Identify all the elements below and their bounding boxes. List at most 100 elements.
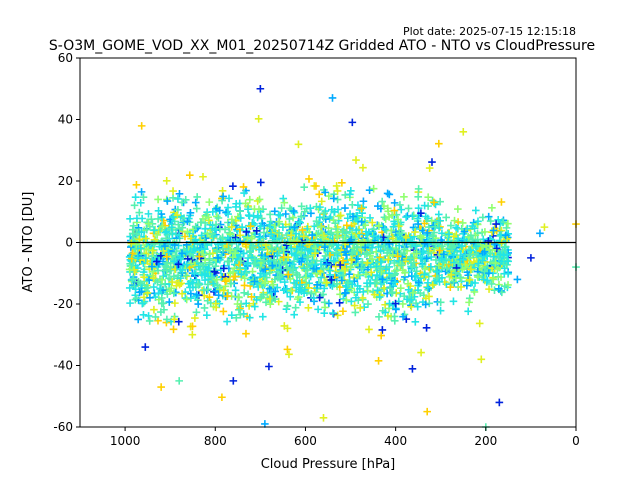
data-point <box>348 248 356 257</box>
data-point <box>376 264 384 273</box>
data-point <box>192 308 201 317</box>
data-point <box>474 273 482 281</box>
data-point <box>496 250 505 259</box>
data-point <box>352 226 361 234</box>
data-point <box>396 284 405 292</box>
data-point <box>356 304 365 312</box>
data-point <box>483 276 492 285</box>
data-point <box>374 243 383 251</box>
data-point <box>411 228 419 236</box>
data-point <box>183 272 191 281</box>
y-tick-label: -20 <box>53 297 73 311</box>
data-point <box>503 250 512 259</box>
data-point <box>147 215 156 224</box>
data-point <box>324 265 333 274</box>
data-point <box>175 377 183 385</box>
data-point <box>162 234 170 243</box>
data-point <box>311 288 320 296</box>
data-point <box>472 242 480 251</box>
data-point <box>471 279 479 287</box>
data-point <box>233 300 242 308</box>
data-point <box>347 255 356 264</box>
data-point <box>335 298 344 307</box>
data-point <box>284 270 292 279</box>
data-point <box>414 185 423 193</box>
data-point <box>393 252 402 261</box>
data-point <box>125 265 134 274</box>
data-point <box>265 268 274 277</box>
data-point <box>300 289 308 298</box>
data-point <box>361 243 369 252</box>
data-point <box>299 232 308 241</box>
data-point <box>166 240 174 248</box>
data-point <box>336 211 345 220</box>
data-point <box>272 259 281 267</box>
data-point <box>414 220 423 228</box>
data-point <box>227 223 236 231</box>
y-tick-label: 40 <box>58 113 73 127</box>
data-point <box>297 212 306 221</box>
data-point <box>316 213 324 222</box>
data-point <box>226 269 235 277</box>
data-point <box>366 214 374 222</box>
data-point <box>137 228 146 236</box>
data-point <box>536 229 544 238</box>
data-point <box>283 263 291 272</box>
data-point <box>256 263 264 271</box>
data-point <box>209 249 217 258</box>
data-point <box>480 267 489 276</box>
data-point <box>427 262 435 271</box>
data-point <box>480 247 489 256</box>
data-point <box>188 322 197 331</box>
data-point <box>357 264 366 273</box>
data-point <box>229 182 237 190</box>
data-point <box>144 312 153 320</box>
data-point <box>183 247 191 256</box>
data-point <box>218 393 226 402</box>
data-point <box>265 284 274 293</box>
data-point <box>250 277 259 286</box>
data-point <box>262 273 271 282</box>
data-point <box>144 210 153 218</box>
data-point <box>240 289 248 297</box>
data-point <box>290 310 298 319</box>
data-point <box>256 84 265 93</box>
data-point <box>162 227 171 236</box>
data-point <box>460 227 469 236</box>
data-point <box>244 211 253 220</box>
data-point <box>390 312 399 321</box>
data-point <box>414 278 423 287</box>
data-point <box>378 197 386 206</box>
data-point <box>168 278 177 286</box>
data-point <box>131 193 140 202</box>
data-point <box>411 271 420 280</box>
data-point <box>411 318 420 326</box>
data-point <box>354 217 362 225</box>
data-point <box>350 301 359 310</box>
data-point <box>310 222 319 231</box>
data-point <box>214 214 223 222</box>
data-point <box>378 275 387 283</box>
data-point <box>396 201 404 209</box>
data-point <box>269 280 277 289</box>
data-point <box>189 283 197 292</box>
data-point <box>226 246 235 255</box>
data-point <box>140 273 148 282</box>
data-point <box>157 383 165 391</box>
data-point <box>131 285 140 294</box>
data-point <box>236 310 245 319</box>
data-point <box>150 226 158 235</box>
data-point <box>485 285 493 293</box>
data-point <box>343 214 352 223</box>
y-tick-label: 60 <box>58 51 73 65</box>
data-point <box>329 240 338 248</box>
data-point <box>501 231 510 240</box>
x-axis-ticks: 1000 800 600 400 200 0 <box>110 427 580 448</box>
data-point <box>201 234 210 243</box>
data-point <box>205 293 214 301</box>
data-point <box>159 257 167 266</box>
data-point <box>320 309 329 317</box>
data-point <box>324 192 333 200</box>
data-point <box>242 228 251 236</box>
data-point <box>375 222 383 231</box>
